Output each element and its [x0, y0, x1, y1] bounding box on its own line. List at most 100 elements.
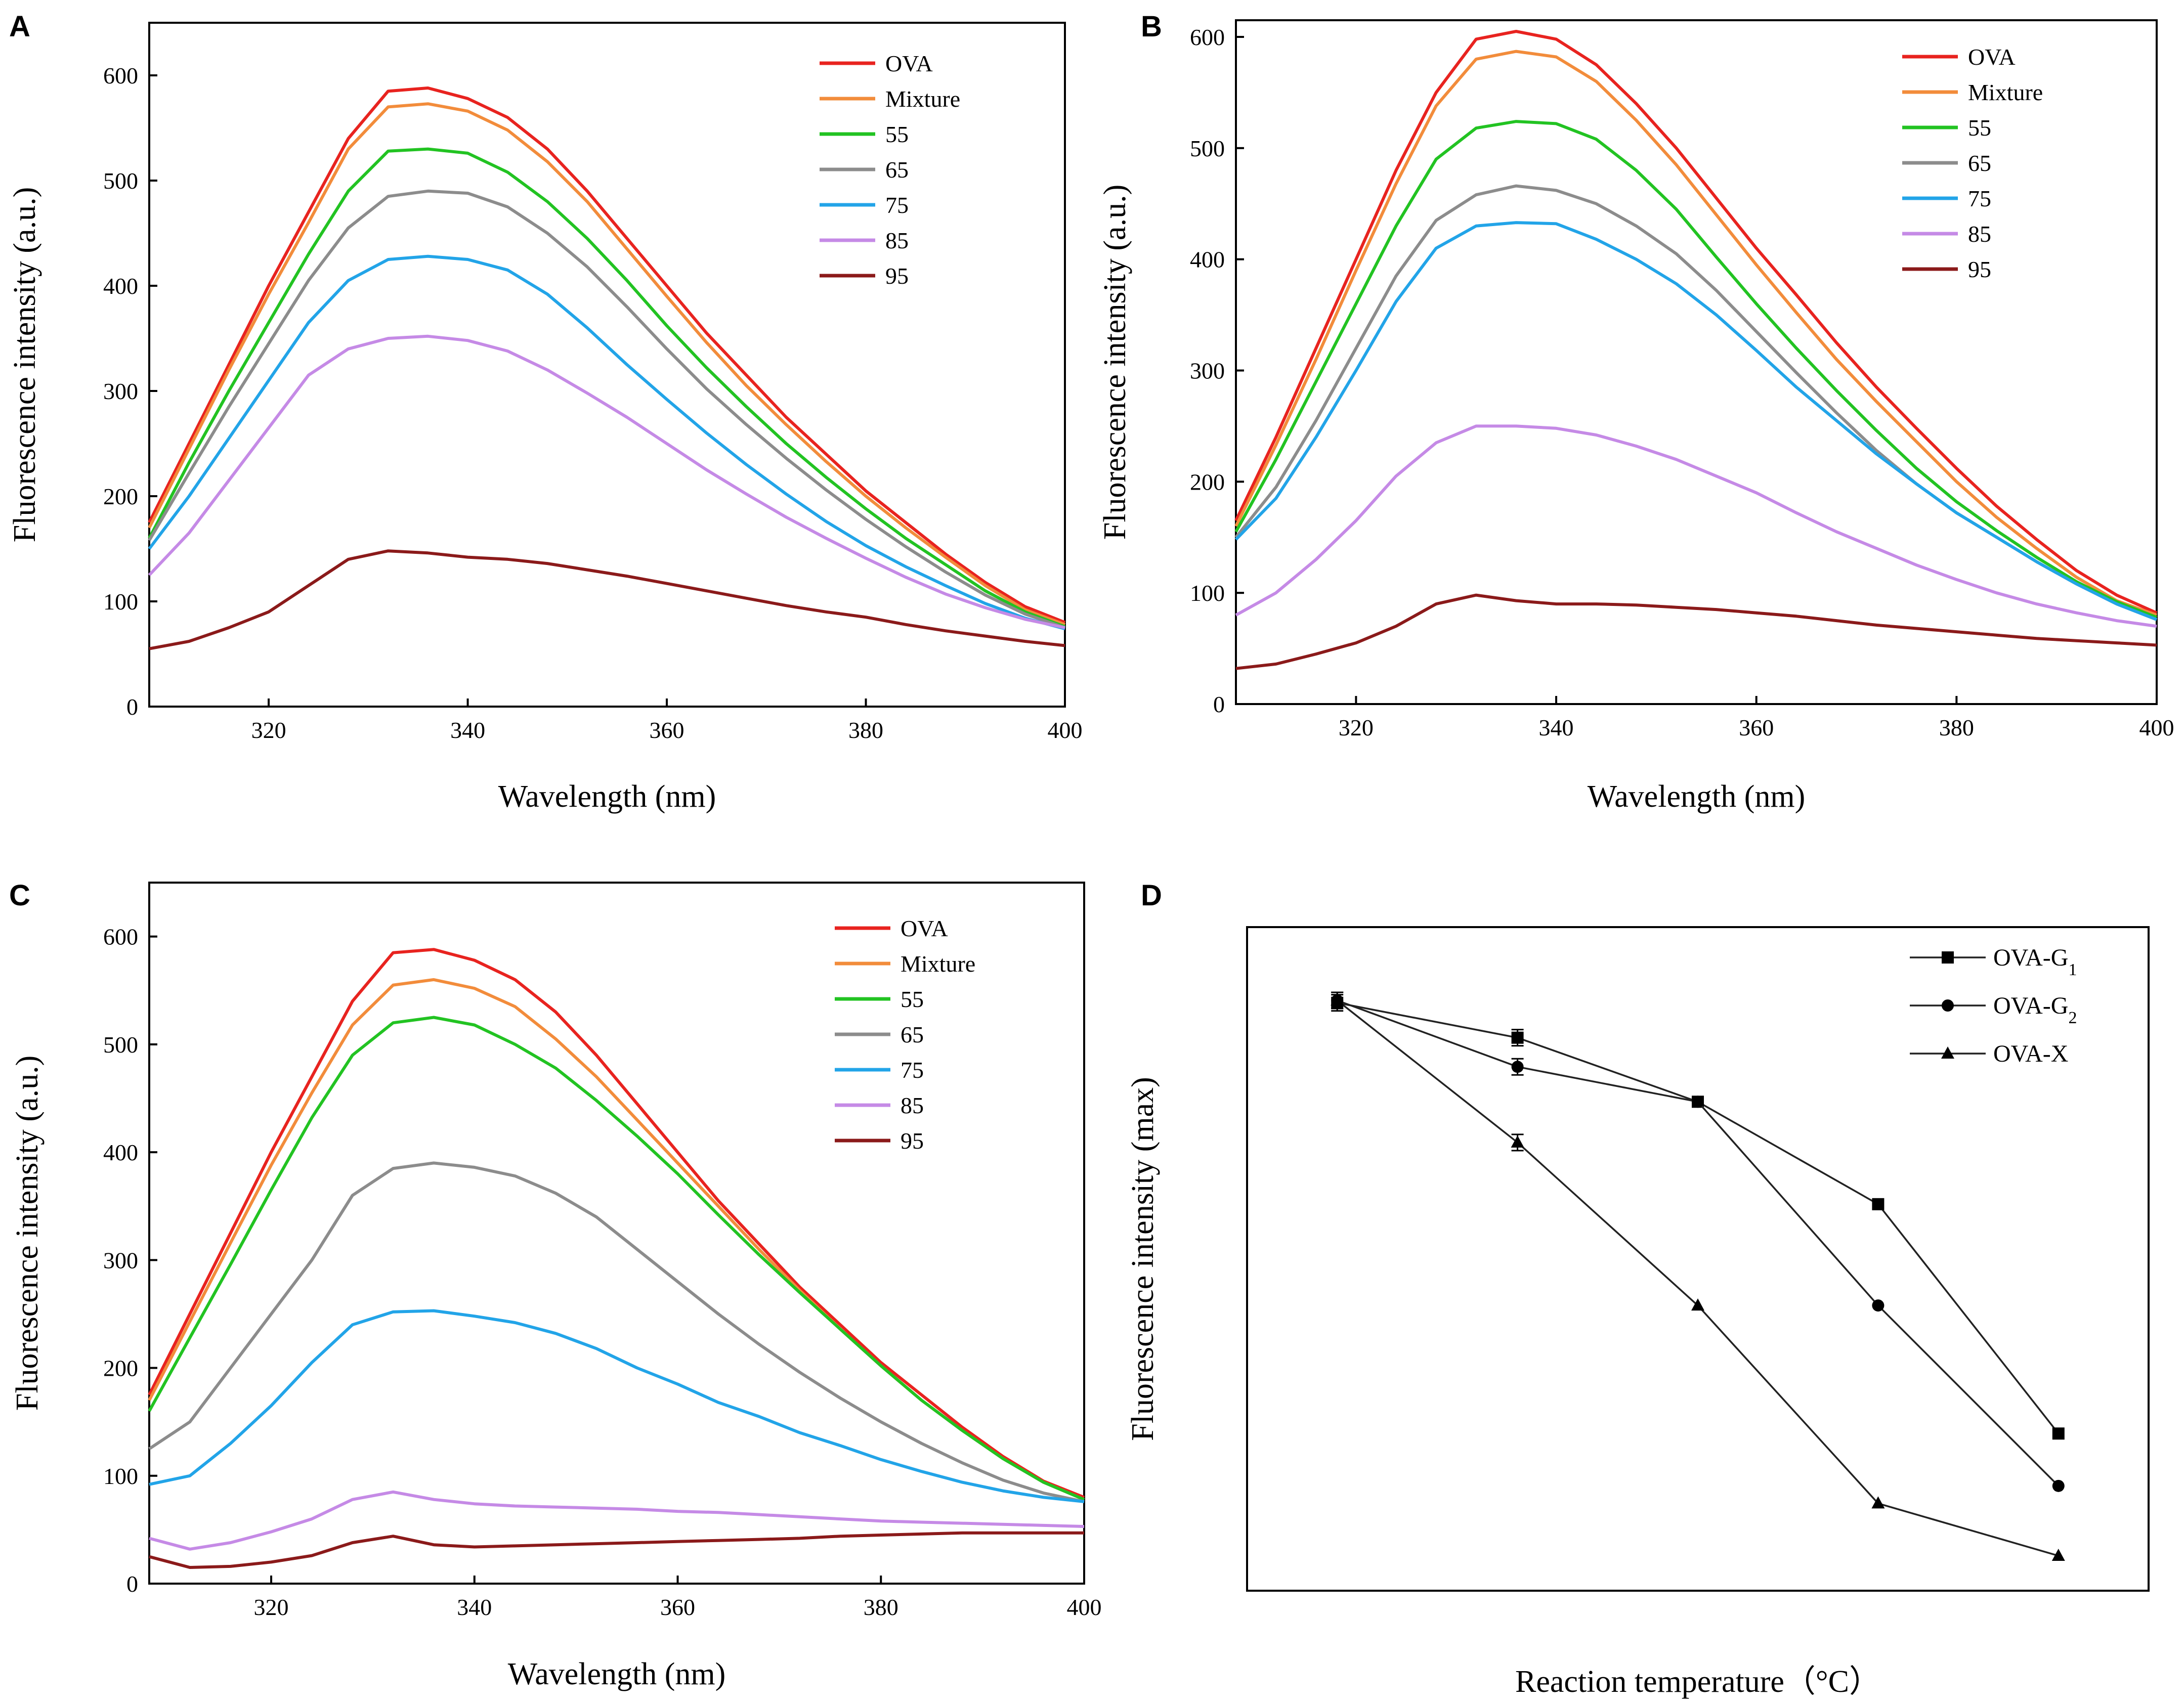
x-tick-label: 320	[254, 1594, 289, 1620]
x-tick-label: 360	[1739, 715, 1774, 740]
legend-label: 65	[901, 1022, 924, 1047]
chart-panel-d: Reaction temperature（°C） Fluorescence int…	[1126, 926, 2150, 1699]
plot-frame	[148, 22, 1066, 708]
series-line-65	[148, 189, 1065, 629]
x-tick-label: 340	[1539, 715, 1574, 740]
y-tick-label: 200	[103, 484, 138, 509]
series-line-95	[1235, 593, 2157, 670]
x-axis-label: Wavelength (nm)	[1588, 779, 1806, 814]
y-tick-label: 100	[1190, 580, 1225, 606]
legend-marker	[1942, 951, 1954, 964]
series-line-mixture	[1234, 50, 2158, 617]
series-line-85	[149, 1490, 1085, 1551]
legend-marker	[1941, 1046, 1954, 1059]
x-tick-label: 380	[1939, 715, 1974, 740]
legend-label: Mixture	[1968, 79, 2043, 105]
legend-label: 85	[901, 1093, 924, 1118]
x-tick-label: 360	[650, 717, 684, 743]
marker-triangle	[1511, 1135, 1524, 1148]
y-tick-label: 100	[103, 1463, 138, 1489]
y-tick-label: 500	[1190, 136, 1225, 161]
legend-label: 95	[901, 1128, 924, 1154]
y-tick-label: 500	[103, 168, 138, 194]
marker-circle	[1872, 1299, 1885, 1312]
y-tick-label: 200	[1190, 469, 1225, 495]
marker-square	[2052, 1427, 2065, 1440]
legend-marker	[1942, 999, 1954, 1012]
y-tick-label: 0	[126, 694, 138, 720]
panel-label-d: D	[1141, 879, 1162, 912]
x-tick-label: 340	[457, 1594, 492, 1620]
legend-label: OVA-G2	[1993, 992, 2077, 1027]
marker-triangle	[1691, 1298, 1704, 1311]
legend-label: 55	[885, 121, 909, 147]
panel-label-c: C	[9, 879, 30, 912]
x-tick-label: 400	[1048, 717, 1083, 743]
legend-label: OVA	[901, 915, 948, 941]
legend-label: 65	[1968, 150, 1991, 176]
x-tick-label: 400	[2139, 715, 2174, 740]
y-tick-label: 300	[1190, 358, 1225, 383]
series-line-65	[148, 1161, 1085, 1503]
series-line-95	[149, 1531, 1084, 1569]
marker-triangle	[1871, 1496, 1885, 1509]
marker-circle	[2052, 1479, 2065, 1492]
x-tick-label: 400	[1067, 1594, 1102, 1620]
legend-label: 75	[885, 192, 909, 218]
y-tick-label: 600	[103, 924, 138, 950]
x-tick-label: 320	[251, 717, 286, 743]
chart-panel-a: 320 340 360 380 400 0 100 200 300 400 500 600 Wavele…	[8, 22, 1083, 814]
y-tick-label: 400	[103, 1140, 138, 1165]
plot-frame	[1235, 19, 2158, 705]
y-axis-label: Fluorescence intensity (a.u.)	[8, 187, 42, 542]
chart-panel-b: 320 340 360 380 400 0 100 200 300 400 500 600 Wavele…	[1098, 19, 2174, 814]
y-tick-label: 300	[103, 378, 138, 404]
series-line-95	[149, 549, 1065, 650]
x-axis-label: Wavelength (nm)	[498, 779, 716, 814]
plot-frame	[148, 882, 1085, 1585]
series-line-55	[148, 147, 1066, 628]
y-tick-label: 600	[1190, 24, 1225, 50]
series-line-75	[149, 1309, 1085, 1503]
legend-label: Mixture	[885, 86, 960, 112]
marker-triangle	[1331, 993, 1344, 1006]
legend-label: 75	[1968, 186, 1991, 211]
panel-label-b: B	[1141, 10, 1162, 43]
series-line-55	[148, 1016, 1085, 1501]
legend-label: OVA-X	[1993, 1040, 2068, 1067]
marker-triangle	[2051, 1548, 2065, 1561]
panel-label-a: A	[9, 10, 30, 43]
y-tick-label: 300	[103, 1247, 138, 1273]
y-tick-label: 0	[126, 1571, 138, 1597]
y-tick-label: 400	[103, 273, 138, 299]
series-line-75	[148, 254, 1065, 631]
y-tick-label: 100	[103, 589, 138, 615]
x-tick-label: 380	[864, 1594, 898, 1620]
legend-label: Mixture	[901, 951, 975, 977]
y-axis-label: Fluorescence intensity (max)	[1126, 1077, 1160, 1441]
y-axis-label: Fluorescence intensity (a.u.)	[1098, 185, 1132, 540]
chart-panel-c: 320 340 360 380 400 0 100 200 300 400 500 600 Wavele…	[10, 882, 1102, 1691]
marker-square	[1872, 1198, 1885, 1210]
legend-label: 95	[1968, 256, 1991, 282]
marker-circle	[1511, 1061, 1524, 1073]
x-axis-label: Reaction temperature（°C）	[1515, 1665, 1880, 1699]
x-tick-label: 380	[848, 717, 883, 743]
y-tick-label: 500	[103, 1032, 138, 1058]
plot-frame	[1246, 926, 2150, 1592]
x-tick-label: 340	[450, 717, 485, 743]
series-line-85	[1235, 424, 2157, 628]
y-tick-label: 600	[103, 63, 138, 89]
series-line-85	[148, 334, 1065, 629]
marker-square	[1511, 1031, 1524, 1044]
y-tick-label: 200	[103, 1356, 138, 1381]
legend-label: 55	[901, 986, 924, 1012]
y-tick-label: 0	[1213, 691, 1225, 717]
series-line-ova	[148, 948, 1085, 1499]
series-line-75	[1234, 221, 2158, 621]
x-tick-label: 360	[660, 1594, 695, 1620]
y-axis-label: Fluorescence intensity (a.u.)	[10, 1056, 45, 1411]
series-line-mixture	[148, 102, 1066, 626]
legend-label: 85	[885, 228, 909, 253]
